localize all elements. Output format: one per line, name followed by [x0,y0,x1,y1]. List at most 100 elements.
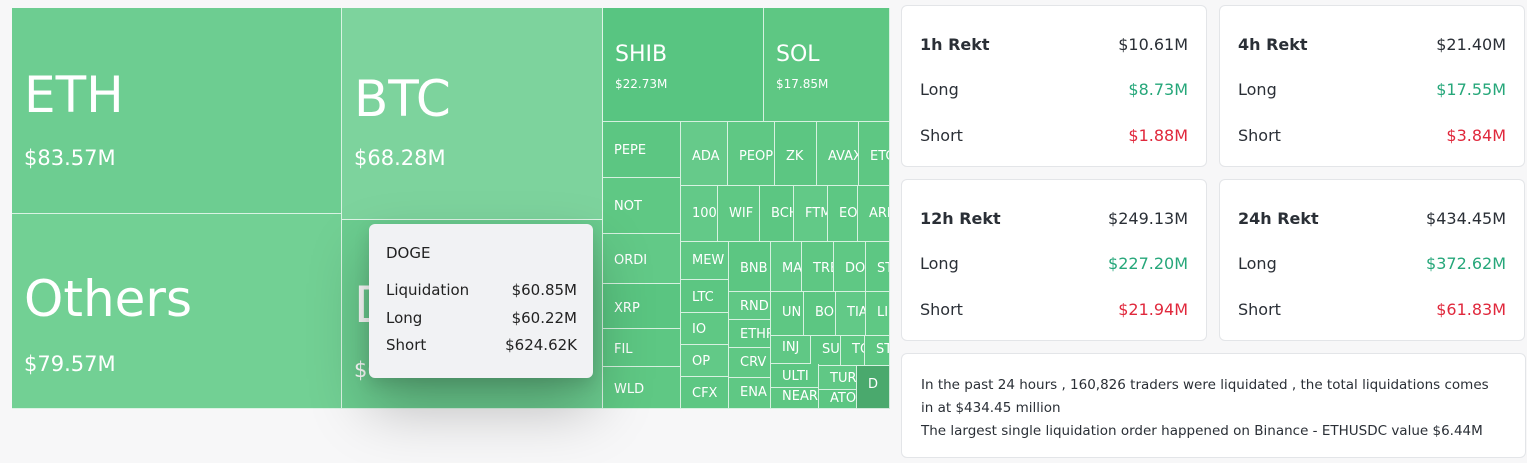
tile-symbol: BTC [354,70,451,128]
card-header: 12h Rekt $249.13M [920,180,1188,256]
tile-symbol: ETH [24,66,124,124]
tile-value: $79.57M [24,352,116,376]
tile-symbol: MA [782,261,802,276]
treemap-tile-io[interactable]: IO [681,313,729,345]
tile-symbol: BCH [771,206,793,221]
treemap-tile-atom[interactable]: ATOM [819,390,857,409]
treemap-tooltip: DOGE Liquidation $60.85M Long $60.22M Sh… [369,224,593,378]
treemap-tile-op[interactable]: OP [681,345,729,377]
treemap-tile-etc[interactable]: ETC [859,122,890,186]
treemap-tile-fil[interactable]: FIL [603,329,681,367]
card-total: $249.13M [1108,208,1188,228]
treemap-tile-crv[interactable]: CRV [729,348,771,378]
treemap-tile-wld[interactable]: WLD [603,367,681,409]
tile-symbol: XRP [614,301,640,316]
treemap-tile-turb[interactable]: TURB [819,366,857,390]
treemap-tile-wif[interactable]: WIF [718,186,760,242]
treemap-tile-ftm[interactable]: FTM [794,186,828,242]
short-label: Short [920,299,963,319]
treemap-tile-d[interactable]: D [857,366,890,409]
tile-value: $22.73M [615,77,668,91]
short-label: Short [920,125,963,145]
tile-symbol: ENA [740,385,767,400]
treemap-tile-bo[interactable]: BO [804,292,836,336]
rekt-card-12h: 12h Rekt $249.13M Long $227.20M Short $2… [901,179,1207,341]
tile-symbol: DO [845,261,866,276]
treemap-tile-un[interactable]: UN [771,292,804,336]
treemap-tile-arb[interactable]: ARB [858,186,890,242]
summary-line-1: In the past 24 hours , 160,826 traders w… [921,377,1489,416]
tile-value: $17.85M [776,77,829,91]
tile-symbol: INJ [782,340,800,355]
card-header: 24h Rekt $434.45M [1238,180,1506,256]
treemap-tile-trb[interactable]: TRB [802,242,834,292]
treemap-tile-rndr[interactable]: RNDR [729,292,771,320]
treemap-tile-sol[interactable]: SOL $17.85M [764,8,890,122]
treemap-tile-ada[interactable]: ADA [681,122,728,186]
treemap-tile-cfx[interactable]: CFX [681,377,729,409]
short-value: $21.94M [1118,299,1188,319]
tile-symbol: TURB [830,371,857,386]
card-short-row: Short $3.84M [1238,112,1506,158]
treemap-tile-btc[interactable]: BTC $68.28M [342,8,603,220]
tile-symbol: RNDR [740,299,770,314]
tile-symbol: OP [692,354,711,369]
card-short-row: Short $21.94M [920,286,1188,332]
treemap-tile-inj[interactable]: INJ [771,336,811,364]
tile-value: $83.57M [24,146,116,170]
treemap-tile-st[interactable]: ST [865,336,890,366]
treemap-tile-others[interactable]: Others $79.57M [12,214,342,409]
tile-symbol: TRB [813,261,833,276]
treemap-tile-bnb[interactable]: BNB [729,242,771,292]
treemap-tile-su[interactable]: SU [811,336,841,366]
tooltip-row-long: Long $60.22M [386,309,577,337]
treemap-tile-st[interactable]: ST [866,242,890,292]
short-label: Short [1238,125,1281,145]
treemap-tile-avax[interactable]: AVAX [817,122,859,186]
card-long-row: Long $8.73M [920,66,1188,112]
long-label: Long [1238,253,1277,273]
treemap-tile-1000[interactable]: 1000 [681,186,718,242]
treemap-tile-shib[interactable]: SHIB $22.73M [603,8,764,122]
treemap-tile-ordi[interactable]: ORDI [603,234,681,284]
tile-value: $68.28M [354,146,446,170]
short-value: $61.83M [1436,299,1506,319]
card-long-row: Long $17.55M [1238,66,1506,112]
tooltip-row-liquidation: Liquidation $60.85M [386,281,577,309]
treemap-tile-not[interactable]: NOT [603,178,681,234]
treemap-tile-near[interactable]: NEAR [771,388,819,409]
tile-symbol: ADA [692,149,720,164]
treemap-tile-people[interactable]: PEOPLE [728,122,775,186]
tile-symbol: PEPE [614,143,647,158]
treemap-tile-ethf[interactable]: ETHF [729,320,771,348]
treemap-tile-eth[interactable]: ETH $83.57M [12,8,342,214]
tile-symbol: ULTI [782,369,809,384]
tile-symbol: D [868,377,879,392]
treemap-tile-to[interactable]: TO [841,336,865,366]
card-title: 1h Rekt [920,34,990,54]
treemap-tile-bch[interactable]: BCH [760,186,794,242]
rekt-card-1h: 1h Rekt $10.61M Long $8.73M Short $1.88M [901,5,1207,167]
tile-symbol: PEOPLE [739,149,774,164]
treemap-tile-xrp[interactable]: XRP [603,284,681,329]
treemap-tile-ulti[interactable]: ULTI [771,364,819,388]
treemap-tile-lin[interactable]: LIN [866,292,890,336]
card-total: $21.40M [1436,34,1506,54]
tile-symbol: ARB [869,206,889,221]
tile-symbol: NOT [614,199,642,214]
treemap-tile-tia[interactable]: TIA [836,292,866,336]
treemap-tile-pepe[interactable]: PEPE [603,122,681,178]
treemap-tile-ena[interactable]: ENA [729,378,771,409]
tile-symbol: EOS [839,206,858,221]
treemap-tile-ltc[interactable]: LTC [681,280,729,313]
tile-symbol: 1000 [692,206,717,221]
treemap-tile-ma[interactable]: MA [771,242,802,292]
tile-symbol: IO [692,322,707,337]
treemap-tile-zk[interactable]: ZK [775,122,817,186]
treemap-tile-do[interactable]: DO [834,242,866,292]
tile-symbol: AVAX [828,149,859,164]
treemap-tile-mew[interactable]: MEW [681,242,729,280]
treemap-tile-eos[interactable]: EOS [828,186,858,242]
tooltip-row-short: Short $624.62K [386,336,577,364]
long-value: $17.55M [1436,79,1506,99]
